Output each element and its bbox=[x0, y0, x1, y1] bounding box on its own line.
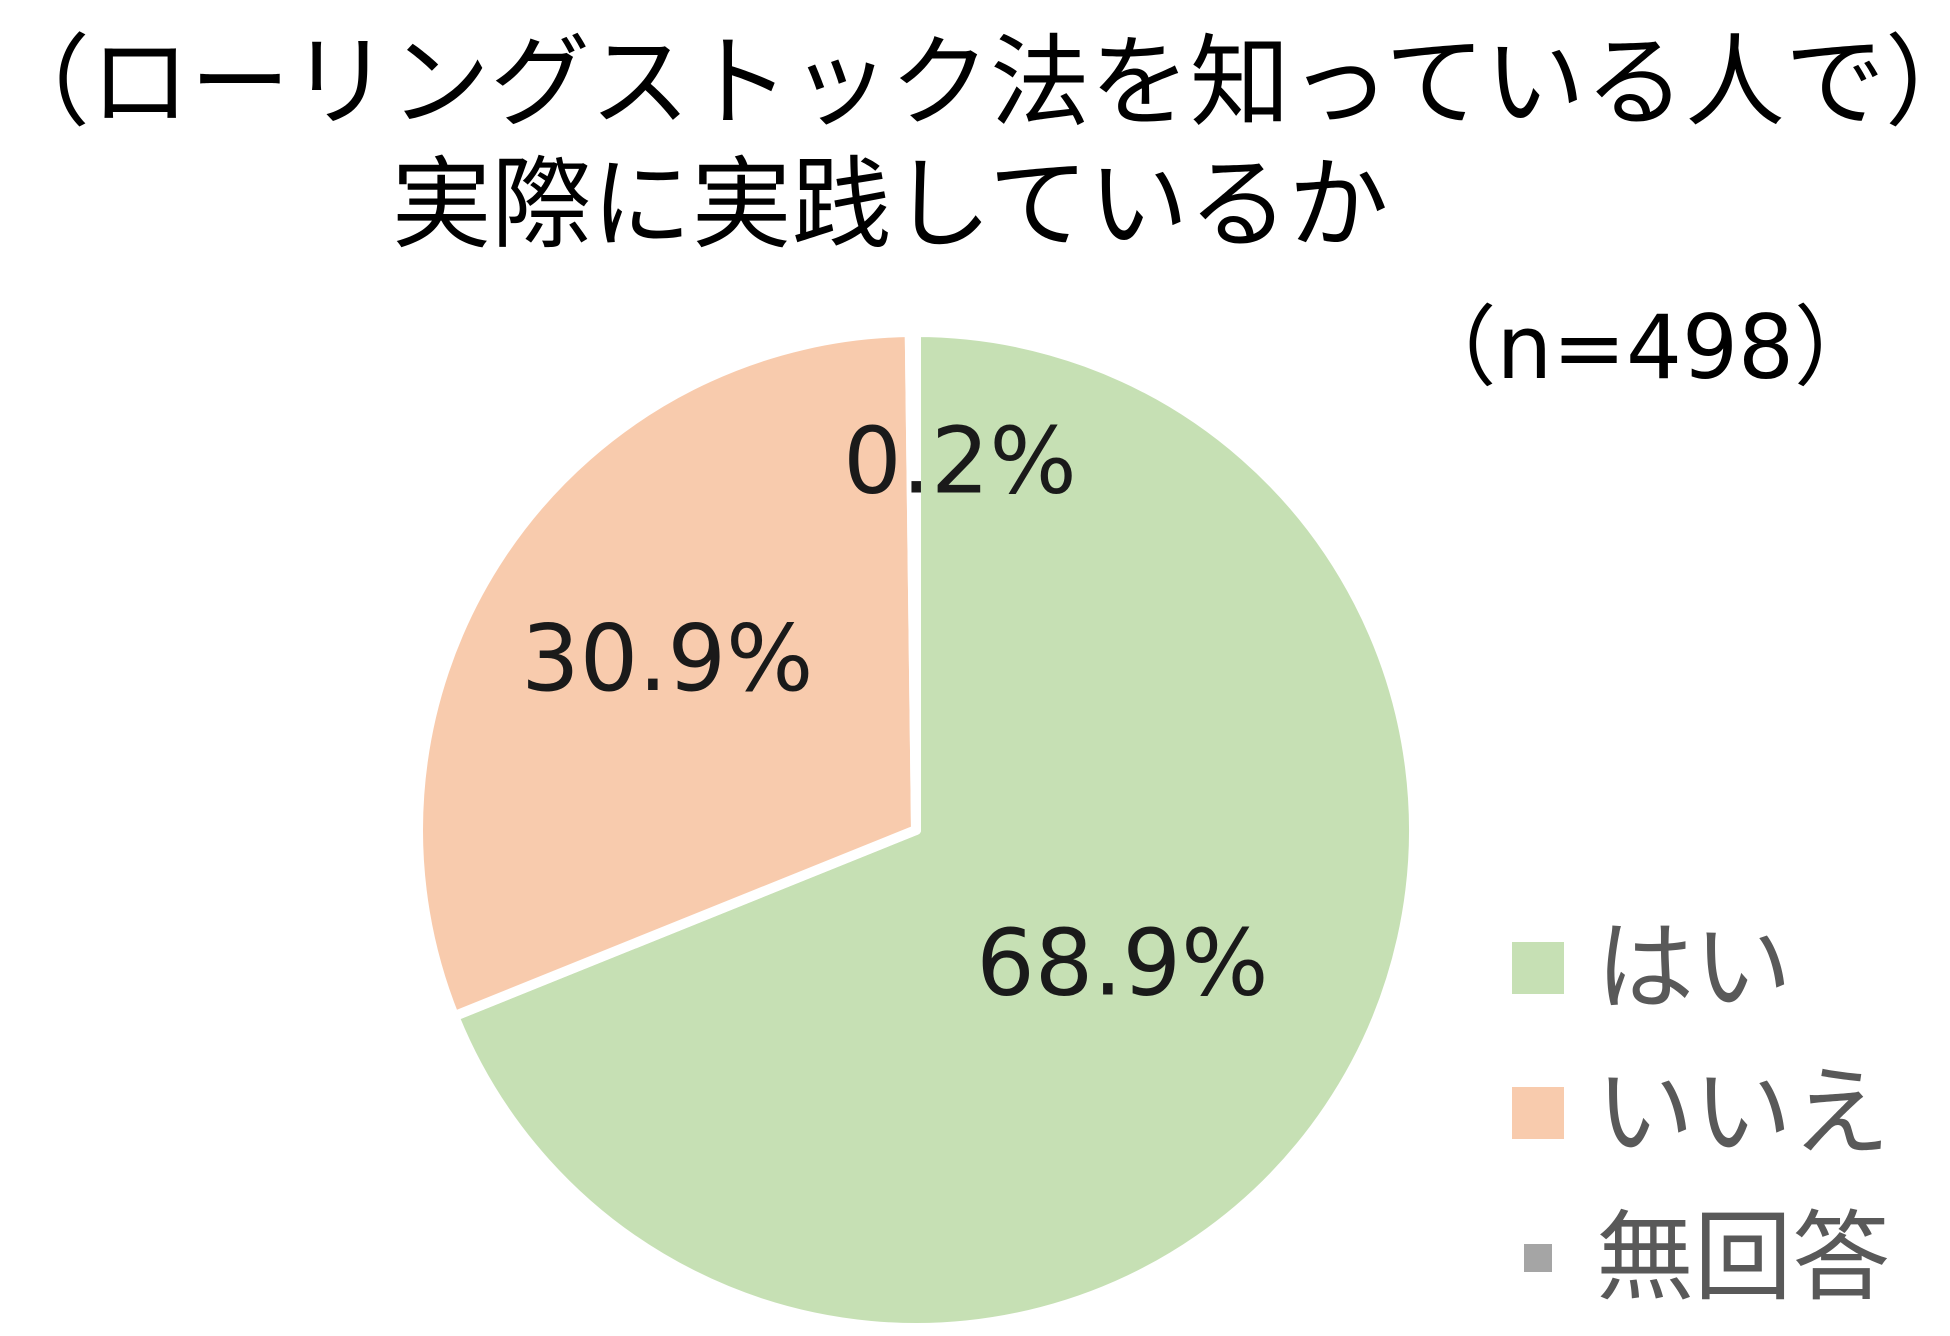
legend-item-no: いいえ bbox=[1512, 1040, 1890, 1185]
pie-label-no: 30.9% bbox=[521, 605, 813, 712]
legend-item-no-answer: 無回答 bbox=[1512, 1185, 1890, 1330]
legend-label-no: いいえ bbox=[1596, 1055, 1891, 1170]
legend-swatch-no-answer bbox=[1524, 1243, 1552, 1272]
pie-slice-yes bbox=[449, 327, 1419, 1333]
pie-slice-no bbox=[413, 327, 921, 1022]
pie-label-no-answer: 0.2% bbox=[843, 407, 1077, 514]
pie-labels: 68.9% 30.9% 0.2% bbox=[521, 407, 1268, 1016]
pie-label-yes: 68.9% bbox=[976, 910, 1268, 1017]
legend: はい いいえ 無回答 bbox=[1512, 895, 1890, 1330]
legend-swatch-yes bbox=[1512, 941, 1564, 994]
chart-title-line-1: （ローリングストック法を知っている人で） bbox=[0, 24, 1950, 141]
chart-title-line-2: 実際に実践しているか bbox=[391, 146, 1389, 263]
pie-slices bbox=[413, 326, 1419, 1333]
legend-item-yes: はい bbox=[1512, 895, 1890, 1040]
legend-label-yes: はい bbox=[1596, 910, 1793, 1025]
legend-swatch-no bbox=[1512, 1086, 1564, 1139]
sample-size-label: （n=498） bbox=[1408, 296, 1882, 399]
legend-label-no-answer: 無回答 bbox=[1596, 1200, 1891, 1315]
pie-slice-no-answer bbox=[904, 326, 921, 835]
